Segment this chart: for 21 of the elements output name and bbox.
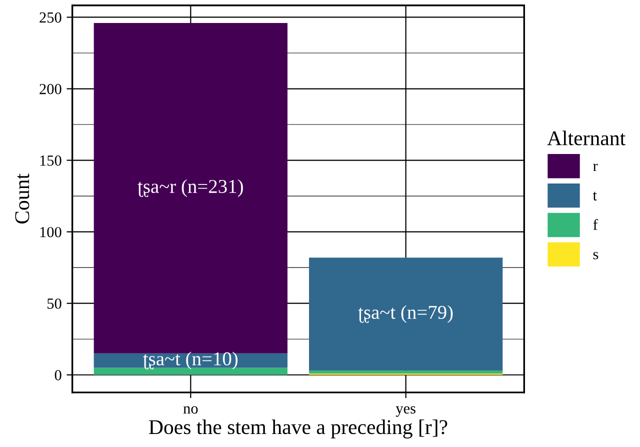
- x-tick-label: no: [183, 406, 198, 414]
- y-tick-label: 150: [40, 155, 62, 166]
- y-axis-title: Count: [15, 174, 30, 224]
- annotation: ʈʂa~t (n=79): [358, 305, 453, 323]
- annotation: ʈʂa~t (n=10): [143, 352, 238, 370]
- y-tick-label: 50: [48, 298, 62, 309]
- legend-label: r: [593, 164, 598, 171]
- bar: [309, 258, 503, 371]
- y-tick-label: 100: [40, 226, 62, 238]
- y-tick-label: 200: [40, 84, 62, 94]
- bar: [94, 368, 288, 375]
- legend-label: t: [592, 192, 597, 200]
- y-tick-label: 0: [54, 370, 62, 380]
- y-tick-label: 250: [40, 12, 62, 23]
- x-tick-label: yes: [396, 406, 416, 417]
- x-axis-title: Does the stem have a preceding [r]?: [149, 420, 448, 438]
- legend-label: s: [593, 252, 598, 260]
- legend-title: Alternant: [547, 130, 626, 146]
- bar: [309, 370, 503, 374]
- legend-label: f: [593, 218, 598, 230]
- annotation: ʈʂa~r (n=231): [138, 179, 243, 198]
